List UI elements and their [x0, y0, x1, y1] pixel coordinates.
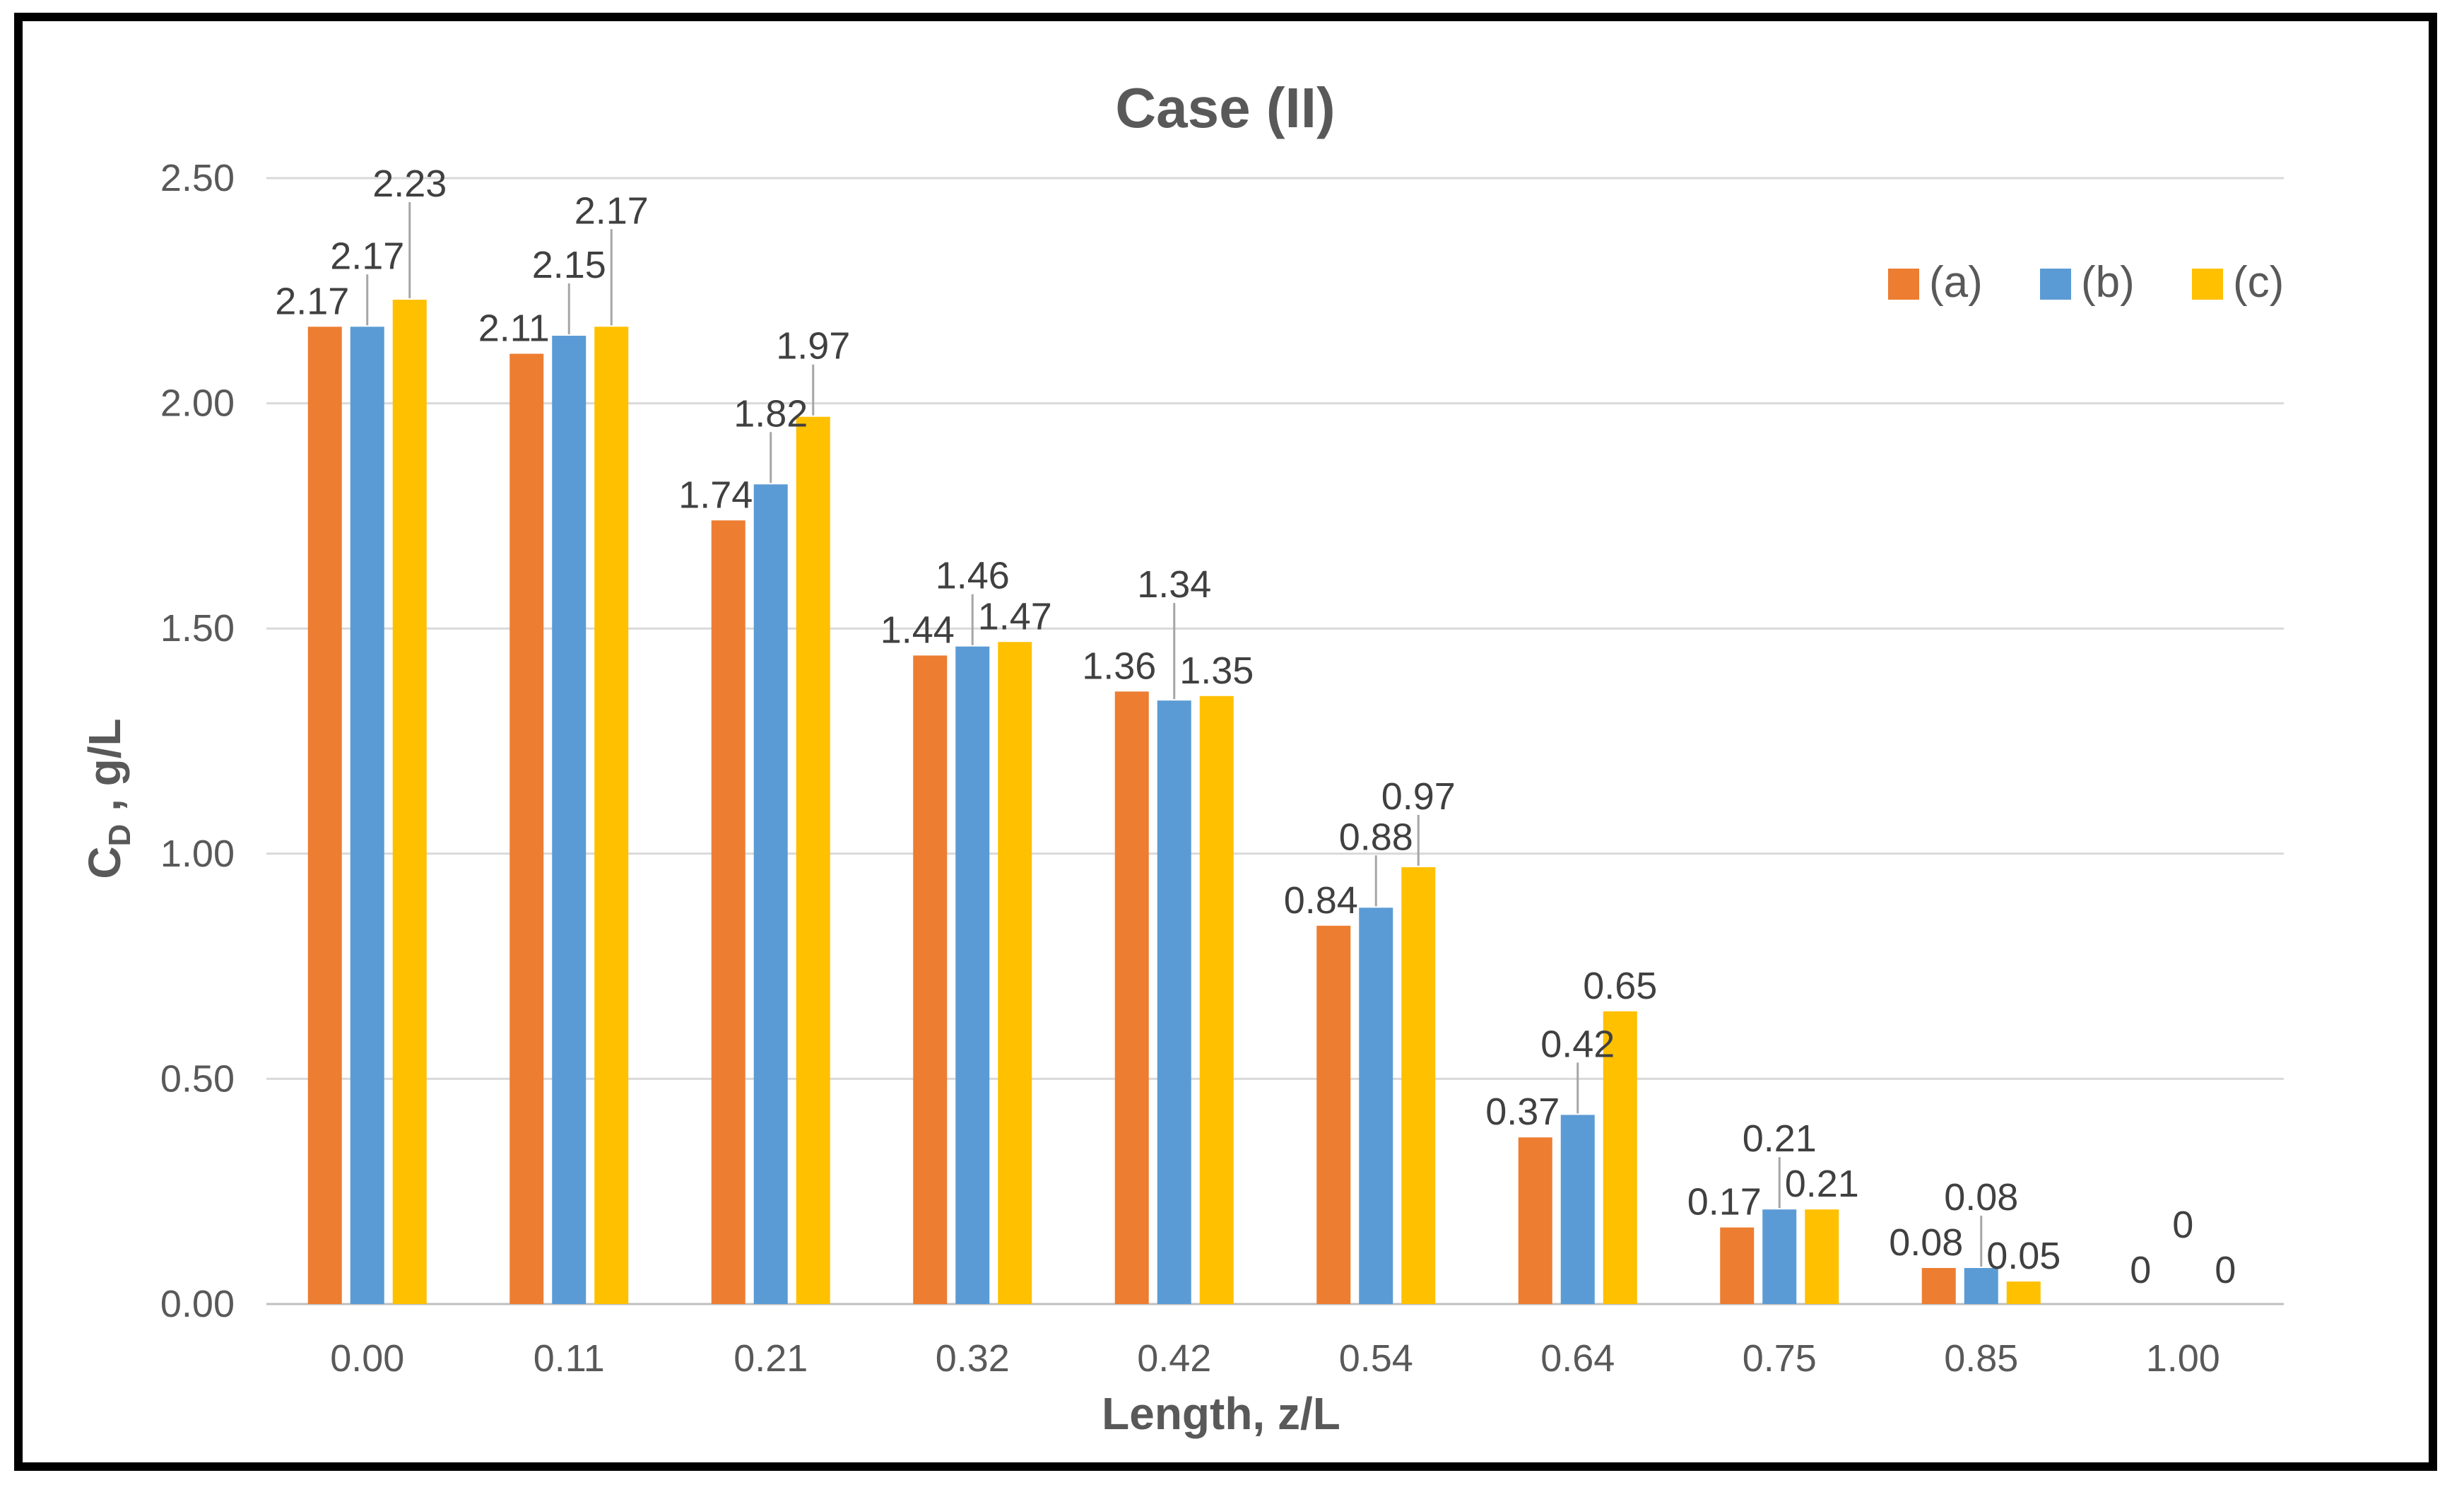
data-label: 1.82	[733, 392, 808, 435]
bar-b	[350, 327, 384, 1304]
data-label: 2.17	[330, 235, 404, 277]
data-label: 1.97	[776, 325, 850, 368]
data-label: 0.05	[1986, 1235, 2061, 1277]
bar-b	[1964, 1268, 1998, 1304]
bar-c	[1401, 867, 1436, 1304]
bars	[307, 300, 2041, 1305]
x-tick-label: 0.42	[1137, 1337, 1211, 1380]
data-label: 1.44	[880, 609, 955, 651]
bar-c	[594, 327, 629, 1304]
data-label: 1.34	[1137, 563, 1211, 606]
y-axis-label-subscript: D	[102, 824, 137, 847]
data-label: 2.17	[574, 189, 649, 232]
x-tick-label: 0.21	[733, 1337, 808, 1380]
bar-a	[1114, 691, 1149, 1304]
y-tick-label: 0.50	[160, 1057, 235, 1100]
y-tick-label: 2.50	[160, 157, 235, 199]
data-label: 0	[2130, 1249, 2151, 1291]
data-label: 2.17	[275, 280, 349, 322]
bar-b	[1560, 1115, 1595, 1304]
bar-c	[796, 416, 830, 1304]
data-label: 1.74	[678, 474, 753, 516]
x-tick-label: 0.75	[1743, 1337, 1817, 1380]
bar-a	[1316, 925, 1351, 1304]
bar-c	[1199, 695, 1234, 1304]
y-axis-label-main: C	[79, 846, 130, 879]
bar-a	[913, 655, 948, 1304]
y-tick-label: 2.00	[160, 382, 235, 425]
bar-a	[307, 327, 342, 1304]
x-tick-label: 0.00	[330, 1337, 404, 1380]
y-tick-label: 1.00	[160, 833, 235, 875]
data-label: 1.46	[936, 555, 1010, 597]
bar-a	[711, 520, 745, 1304]
data-label: 0.65	[1583, 965, 1657, 1007]
data-label: 2.15	[532, 244, 606, 286]
bar-c	[1603, 1011, 1637, 1304]
data-label: 2.11	[478, 307, 550, 350]
chart-frame: Case (II) 0.00 0.50 1.00 1.50 2.00 2.50 2.17 2…	[14, 13, 2437, 1471]
data-label: 0.37	[1485, 1091, 1560, 1133]
chart-title: Case (II)	[1115, 76, 1335, 139]
x-axis-ticks: 0.00 0.11 0.21 0.32 0.42 0.54 0.64 0.75 0.85 1.00	[330, 1337, 2220, 1380]
data-label: 0.17	[1687, 1181, 1762, 1223]
x-tick-label: 0.85	[1944, 1337, 2018, 1380]
x-axis-label: Length, z/L	[1102, 1388, 1340, 1439]
data-label: 1.47	[978, 595, 1052, 638]
y-tick-label: 0.00	[160, 1283, 235, 1325]
data-label: 0.08	[1944, 1176, 2018, 1219]
data-label: 0.21	[1785, 1163, 1859, 1205]
bar-b	[955, 646, 990, 1304]
bar-a	[509, 353, 544, 1304]
data-label: 0.97	[1381, 775, 1456, 818]
bar-b	[1157, 700, 1191, 1304]
data-label: 0	[2215, 1249, 2236, 1291]
y-axis-label-unit: , g/L	[79, 718, 130, 823]
bar-c	[392, 300, 427, 1305]
bar-b	[1359, 908, 1393, 1304]
bar-c	[998, 642, 1032, 1304]
bar-b	[552, 336, 586, 1304]
x-tick-label: 0.64	[1540, 1337, 1615, 1380]
bar-a	[1518, 1137, 1552, 1304]
data-label: 0.84	[1284, 879, 1358, 922]
legend-label: (c)	[2233, 258, 2284, 307]
bar-a	[1921, 1268, 1956, 1304]
bar-b	[1762, 1209, 1797, 1304]
bar-a	[1720, 1227, 1755, 1304]
data-label: 0.21	[1743, 1117, 1817, 1160]
bar-b	[753, 484, 788, 1304]
x-tick-label: 1.00	[2146, 1337, 2220, 1380]
y-axis-ticks: 0.00 0.50 1.00 1.50 2.00 2.50	[160, 157, 235, 1325]
legend-label: (b)	[2081, 258, 2135, 307]
data-label: 1.35	[1179, 650, 1254, 692]
y-tick-label: 1.50	[160, 607, 235, 650]
legend-swatch-b	[2040, 269, 2071, 300]
legend: (a) (b) (c)	[1888, 258, 2284, 307]
x-tick-label: 0.11	[534, 1337, 605, 1380]
label-leader-lines	[366, 202, 1983, 1267]
data-label: 0.08	[1889, 1221, 1963, 1264]
data-labels: 2.172.172.232.112.152.171.741.821.971.44…	[275, 163, 2236, 1291]
data-label: 0.42	[1540, 1023, 1615, 1065]
bar-chart: Case (II) 0.000.501.001.502.002.50 2.172…	[79, 76, 2284, 1439]
legend-swatch-a	[1888, 269, 1919, 300]
legend-swatch-c	[2192, 269, 2223, 300]
x-tick-label: 0.54	[1339, 1337, 1413, 1380]
data-label: 1.36	[1082, 645, 1156, 687]
x-tick-label: 0.32	[936, 1337, 1010, 1380]
y-axis-label: CD , g/L	[79, 718, 137, 879]
bar-c	[1805, 1209, 1839, 1304]
data-label: 2.23	[372, 163, 447, 205]
data-label: 0	[2172, 1204, 2193, 1246]
legend-label: (a)	[1929, 258, 1983, 307]
bar-c	[2006, 1281, 2041, 1304]
data-label: 0.88	[1339, 816, 1413, 858]
